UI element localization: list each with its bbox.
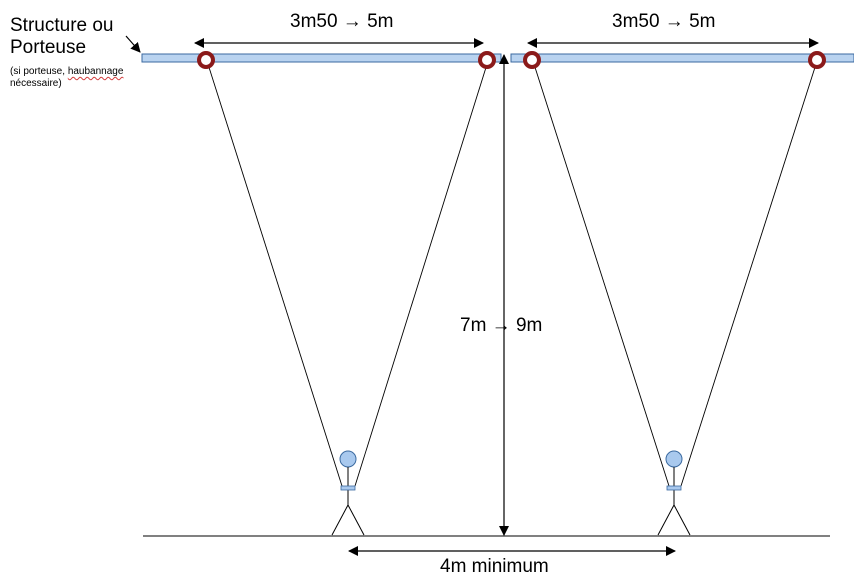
structure-note: (si porteuse, haubannage nécessaire)	[10, 66, 123, 90]
span-left-label: 3m50 → 5m	[290, 11, 394, 32]
beam-right	[510, 53, 854, 63]
structure-title-line1: Structure ou	[10, 15, 114, 36]
anchor-ring-icon	[478, 51, 496, 69]
person-left-icon	[331, 450, 365, 536]
title-pointer-arrow	[125, 35, 141, 53]
anchor-ring-icon	[523, 51, 541, 69]
structure-note-line2: nécessaire)	[10, 78, 62, 89]
spacing-label: 4m minimum	[440, 556, 549, 577]
sightline-right-a	[532, 60, 670, 487]
structure-note-line1: (si porteuse, haubannage	[10, 66, 123, 78]
span-right-label: 3m50 → 5m	[612, 11, 716, 32]
anchor-ring-icon	[197, 51, 215, 69]
sightline-left-a	[206, 60, 343, 487]
anchor-ring-icon	[808, 51, 826, 69]
person-right-icon	[657, 450, 691, 536]
beam-left	[141, 53, 502, 63]
sightline-left-b	[354, 60, 489, 487]
height-label: 7m → 9m	[460, 315, 543, 336]
structure-title-line2: Porteuse	[10, 37, 87, 58]
sightline-right-b	[680, 60, 818, 487]
structure-note-line1-a: (si porteuse,	[10, 66, 68, 77]
structure-note-line1-b: haubannage	[67, 66, 124, 77]
structure-title: Structure ou Porteuse	[10, 15, 114, 59]
